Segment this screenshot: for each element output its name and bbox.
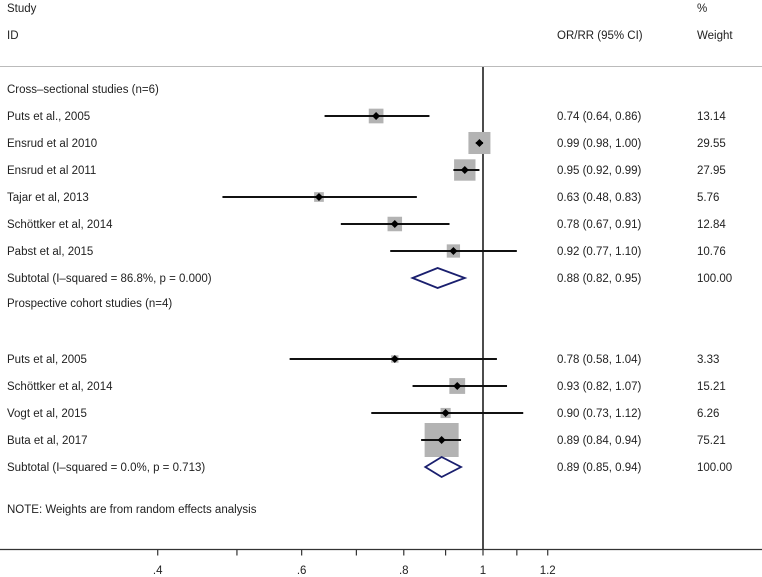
study-weight: 3.33 bbox=[697, 354, 719, 366]
effect-ci: 0.74 (0.64, 0.86) bbox=[557, 111, 642, 123]
effect-ci: 0.93 (0.82, 1.07) bbox=[557, 381, 642, 393]
study-weight: 15.21 bbox=[697, 381, 726, 393]
x-tick-label: .4 bbox=[153, 565, 163, 577]
study-id: Schöttker et al, 2014 bbox=[7, 381, 113, 393]
note: NOTE: Weights are from random effects an… bbox=[7, 504, 257, 516]
point-estimate bbox=[390, 355, 399, 363]
header-weight: Weight bbox=[697, 30, 733, 42]
subtotal-diamond bbox=[410, 267, 468, 289]
group-label: Prospective cohort studies (n=4) bbox=[7, 298, 172, 310]
point-estimate bbox=[437, 436, 446, 444]
header-study: Study bbox=[7, 3, 37, 15]
subtotal-weight: 100.00 bbox=[697, 273, 732, 285]
study-weight: 12.84 bbox=[697, 219, 726, 231]
point-estimate bbox=[460, 166, 469, 174]
point-estimate bbox=[453, 382, 462, 390]
header-effect: OR/RR (95% CI) bbox=[557, 30, 643, 42]
subtotal-diamond bbox=[423, 455, 463, 479]
x-tick-label: .8 bbox=[399, 565, 409, 577]
study-weight: 75.21 bbox=[697, 435, 726, 447]
group-label: Cross–sectional studies (n=6) bbox=[7, 84, 159, 96]
subtotal-label: Subtotal (I–squared = 0.0%, p = 0.713) bbox=[7, 462, 205, 474]
study-weight: 13.14 bbox=[697, 111, 726, 123]
point-estimate bbox=[314, 193, 323, 201]
effect-ci: 0.89 (0.84, 0.94) bbox=[557, 435, 642, 447]
header-id: ID bbox=[7, 30, 19, 42]
point-estimate bbox=[475, 139, 484, 147]
effect-ci: 0.78 (0.58, 1.04) bbox=[557, 354, 642, 366]
subtotal-ci: 0.88 (0.82, 0.95) bbox=[557, 273, 642, 285]
study-id: Buta et al, 2017 bbox=[7, 435, 88, 447]
subtotal-ci: 0.89 (0.85, 0.94) bbox=[557, 462, 642, 474]
x-tick-label: .6 bbox=[297, 565, 307, 577]
study-id: Vogt et al, 2015 bbox=[7, 408, 87, 420]
study-id: Schöttker et al, 2014 bbox=[7, 219, 113, 231]
point-estimate bbox=[372, 112, 381, 120]
study-id: Ensrud et al 2011 bbox=[7, 165, 96, 177]
study-weight: 29.55 bbox=[697, 138, 726, 150]
point-estimate bbox=[449, 247, 458, 255]
subtotal-weight: 100.00 bbox=[697, 462, 732, 474]
effect-ci: 0.92 (0.77, 1.10) bbox=[557, 246, 642, 258]
point-estimate bbox=[390, 220, 399, 228]
study-weight: 5.76 bbox=[697, 192, 719, 204]
effect-ci: 0.95 (0.92, 0.99) bbox=[557, 165, 642, 177]
effect-ci: 0.90 (0.73, 1.12) bbox=[557, 408, 642, 420]
study-weight: 10.76 bbox=[697, 246, 726, 258]
study-id: Ensrud et al 2010 bbox=[7, 138, 97, 150]
study-weight: 6.26 bbox=[697, 408, 719, 420]
study-id: Puts et al, 2005 bbox=[7, 354, 87, 366]
study-id: Tajar et al, 2013 bbox=[7, 192, 89, 204]
header-percent: % bbox=[697, 3, 707, 15]
effect-ci: 0.99 (0.98, 1.00) bbox=[557, 138, 642, 150]
study-weight: 27.95 bbox=[697, 165, 726, 177]
subtotal-label: Subtotal (I–squared = 86.8%, p = 0.000) bbox=[7, 273, 212, 285]
effect-ci: 0.63 (0.48, 0.83) bbox=[557, 192, 642, 204]
x-tick-label: 1 bbox=[480, 565, 486, 577]
x-tick-label: 1.2 bbox=[540, 565, 556, 577]
effect-ci: 0.78 (0.67, 0.91) bbox=[557, 219, 642, 231]
study-id: Puts et al., 2005 bbox=[7, 111, 90, 123]
study-id: Pabst et al, 2015 bbox=[7, 246, 93, 258]
point-estimate bbox=[441, 409, 450, 417]
